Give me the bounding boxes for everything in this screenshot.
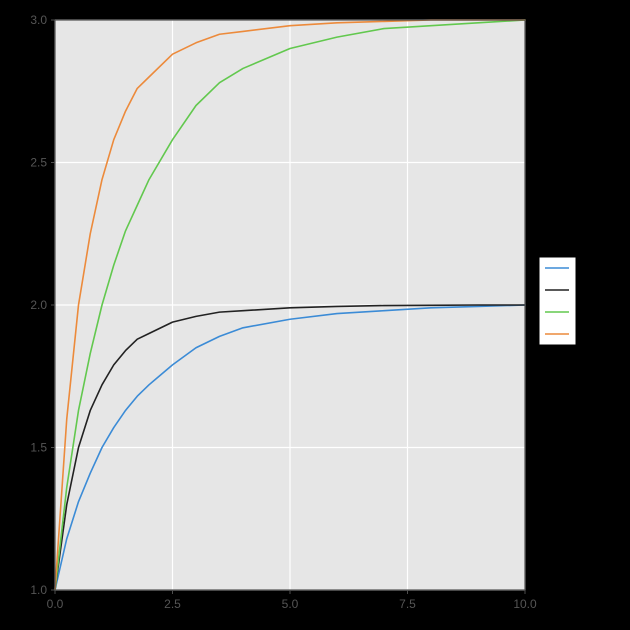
- ytick-label: 3.0: [30, 13, 47, 27]
- chart-container: 0.0 2.5 5.0 7.5 10.0 1.0 1.5 2.0 2.5 3.0: [0, 0, 630, 630]
- ytick-label: 2.0: [30, 298, 47, 312]
- xtick-label: 7.5: [399, 597, 416, 611]
- line-chart: 0.0 2.5 5.0 7.5 10.0 1.0 1.5 2.0 2.5 3.0: [0, 0, 630, 630]
- xtick-label: 2.5: [164, 597, 181, 611]
- xtick-label: 5.0: [282, 597, 299, 611]
- ytick-label: 2.5: [30, 156, 47, 170]
- xtick-label: 10.0: [513, 597, 537, 611]
- ytick-label: 1.0: [30, 583, 47, 597]
- legend: [540, 258, 575, 344]
- legend-box: [540, 258, 575, 344]
- xtick-label: 0.0: [47, 597, 64, 611]
- ytick-label: 1.5: [30, 441, 47, 455]
